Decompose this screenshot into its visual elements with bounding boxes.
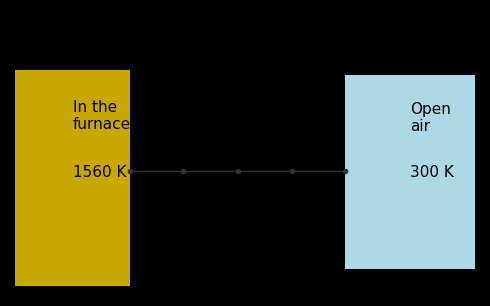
Text: Open
air: Open air xyxy=(410,102,451,134)
Text: 300 K: 300 K xyxy=(410,165,454,181)
Bar xyxy=(15,70,130,286)
Text: 1560 K: 1560 K xyxy=(73,165,126,181)
Bar xyxy=(345,75,475,269)
Text: In the
furnace: In the furnace xyxy=(73,100,131,132)
